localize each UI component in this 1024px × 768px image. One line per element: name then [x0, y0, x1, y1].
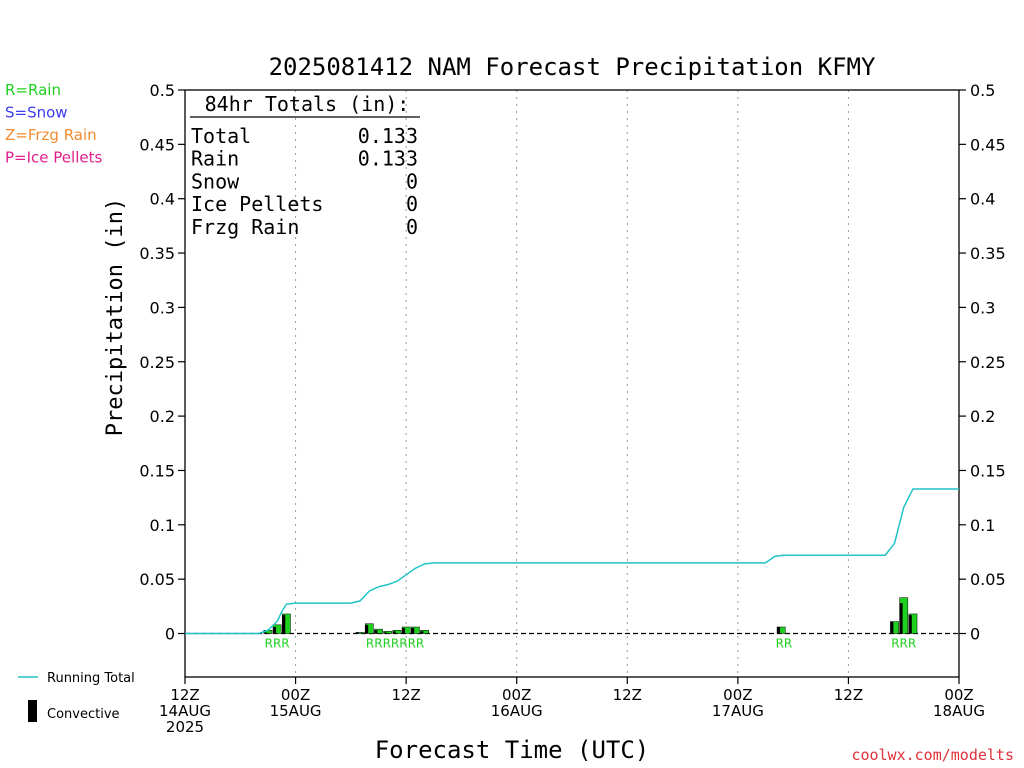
- x-tick-label: 12Z: [613, 686, 642, 704]
- precip-type-label: RR: [776, 637, 793, 651]
- type-key-entry: Z=Frzg Rain: [5, 126, 97, 144]
- series-legend: Running Total Convective: [18, 671, 135, 722]
- running-total-legend: Running Total: [47, 671, 135, 686]
- y-tick-label-left: 0.15: [139, 461, 175, 480]
- chart-title: 2025081412 NAM Forecast Precipitation KF…: [269, 53, 876, 81]
- x-tick-label: 16AUG: [491, 702, 543, 720]
- convective-bar: [383, 632, 387, 634]
- x-tick-label: 12Z: [391, 686, 420, 704]
- totals-value: 0: [406, 215, 418, 239]
- convective-swatch: [28, 700, 37, 722]
- y-tick-label-left: 0.2: [150, 407, 175, 426]
- totals-value: 0.133: [358, 124, 418, 148]
- y-tick-label-right: 0.3: [970, 298, 995, 317]
- convective-bar: [355, 632, 359, 634]
- convective-bar: [908, 615, 912, 634]
- convective-bar: [392, 631, 396, 634]
- y-tick-label-left: 0.1: [150, 516, 175, 535]
- convective-bar: [777, 626, 781, 634]
- y-axis-right: 0 0.05 0.1 0.15 0.2 0.25 0.3 0.35 0.4 0.45 0.5: [959, 81, 1006, 644]
- y-tick-label-right: 0.2: [970, 407, 995, 426]
- y-axis-label: Precipitation (in): [103, 198, 128, 436]
- convective-bar: [263, 632, 267, 634]
- totals-value: 0: [406, 192, 418, 216]
- x-tick-label: 14AUG: [159, 702, 211, 720]
- y-tick-label-right: 0.4: [970, 190, 995, 209]
- totals-heading: 84hr Totals (in):: [205, 92, 410, 116]
- type-key-entry: P=Ice Pellets: [5, 149, 102, 167]
- x-tick-label: 00Z: [502, 686, 531, 704]
- totals-label: Total: [191, 124, 251, 148]
- convective-bar: [273, 626, 277, 634]
- x-tick-label: 00Z: [281, 686, 310, 704]
- y-tick-label-left: 0.5: [150, 81, 175, 100]
- y-tick-label-right: 0.15: [970, 461, 1006, 480]
- credit-text: coolwx.com/modelts: [851, 746, 1014, 764]
- convective-bar: [899, 603, 903, 634]
- totals-rows: Total 0.133 Rain 0.133 Snow 0 Ice Pellets 0 Frzg…: [191, 124, 418, 239]
- y-axis-left: 0 0.05 0.1 0.15 0.2 0.25 0.3 0.35 0.4 0.45 0.5: [139, 81, 185, 644]
- totals-label: Frzg Rain: [191, 215, 299, 239]
- convective-bar: [420, 631, 424, 634]
- totals-label: Ice Pellets: [191, 192, 323, 216]
- totals-label: Snow: [191, 169, 240, 193]
- x-tick-label: 12Z: [834, 686, 863, 704]
- convective-bar: [282, 615, 286, 634]
- y-tick-label-left: 0.45: [139, 135, 175, 154]
- totals-label: Rain: [191, 147, 239, 171]
- totals-box: 84hr Totals (in): Total 0.133 Rain 0.133 Sno…: [190, 92, 420, 239]
- x-tick-label: 2025: [166, 718, 204, 736]
- x-axis-label: Forecast Time (UTC): [375, 736, 650, 764]
- convective-bar: [365, 624, 369, 634]
- y-tick-label-right: 0.25: [970, 353, 1006, 372]
- y-tick-label-left: 0.05: [139, 570, 175, 589]
- totals-value: 0.133: [358, 147, 418, 171]
- y-tick-label-right: 0: [970, 625, 980, 644]
- y-tick-label-left: 0.25: [139, 353, 175, 372]
- totals-value: 0: [406, 169, 418, 193]
- precip-type-label: RRRRRRR: [366, 637, 424, 651]
- y-tick-label-right: 0.1: [970, 516, 995, 535]
- y-tick-label-left: 0.35: [139, 244, 175, 263]
- type-key-entry: S=Snow: [5, 104, 68, 122]
- convective-bar: [411, 628, 415, 634]
- y-tick-label-right: 0.5: [970, 81, 995, 100]
- plot-frame: [184, 89, 960, 678]
- x-tick-label: 18AUG: [933, 702, 985, 720]
- precip-type-label: RRR: [265, 637, 290, 651]
- precip-type-key: R=Rain S=Snow Z=Frzg Rain P=Ice Pellets: [5, 81, 102, 167]
- y-tick-label-right: 0.05: [970, 570, 1006, 589]
- convective-legend: Convective: [47, 707, 120, 722]
- x-tick-label: 15AUG: [270, 702, 322, 720]
- x-tick-label: 12Z: [170, 686, 199, 704]
- running-total-line: [185, 488, 959, 635]
- x-tick-label: 00Z: [944, 686, 973, 704]
- precip-bars: [263, 597, 918, 634]
- precip-type-labels: RRR RRRRRRR RR RRR: [265, 637, 917, 651]
- precip-type-label: RRR: [891, 637, 916, 651]
- type-key-entry: R=Rain: [5, 81, 61, 99]
- x-tick-label: 00Z: [723, 686, 752, 704]
- y-tick-label-right: 0.45: [970, 135, 1006, 154]
- x-tick-label: 17AUG: [712, 702, 764, 720]
- convective-bar: [890, 621, 894, 634]
- convective-bar: [374, 630, 378, 634]
- convective-bar: [402, 628, 406, 634]
- y-tick-label-right: 0.35: [970, 244, 1006, 263]
- y-tick-label-left: 0.4: [150, 190, 175, 209]
- y-tick-label-left: 0: [165, 625, 175, 644]
- y-tick-label-left: 0.3: [150, 298, 175, 317]
